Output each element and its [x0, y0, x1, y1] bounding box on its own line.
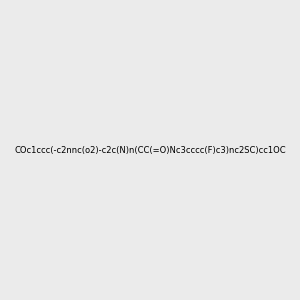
Text: COc1ccc(-c2nnc(o2)-c2c(N)n(CC(=O)Nc3cccc(F)c3)nc2SC)cc1OC: COc1ccc(-c2nnc(o2)-c2c(N)n(CC(=O)Nc3cccc…	[14, 146, 286, 154]
